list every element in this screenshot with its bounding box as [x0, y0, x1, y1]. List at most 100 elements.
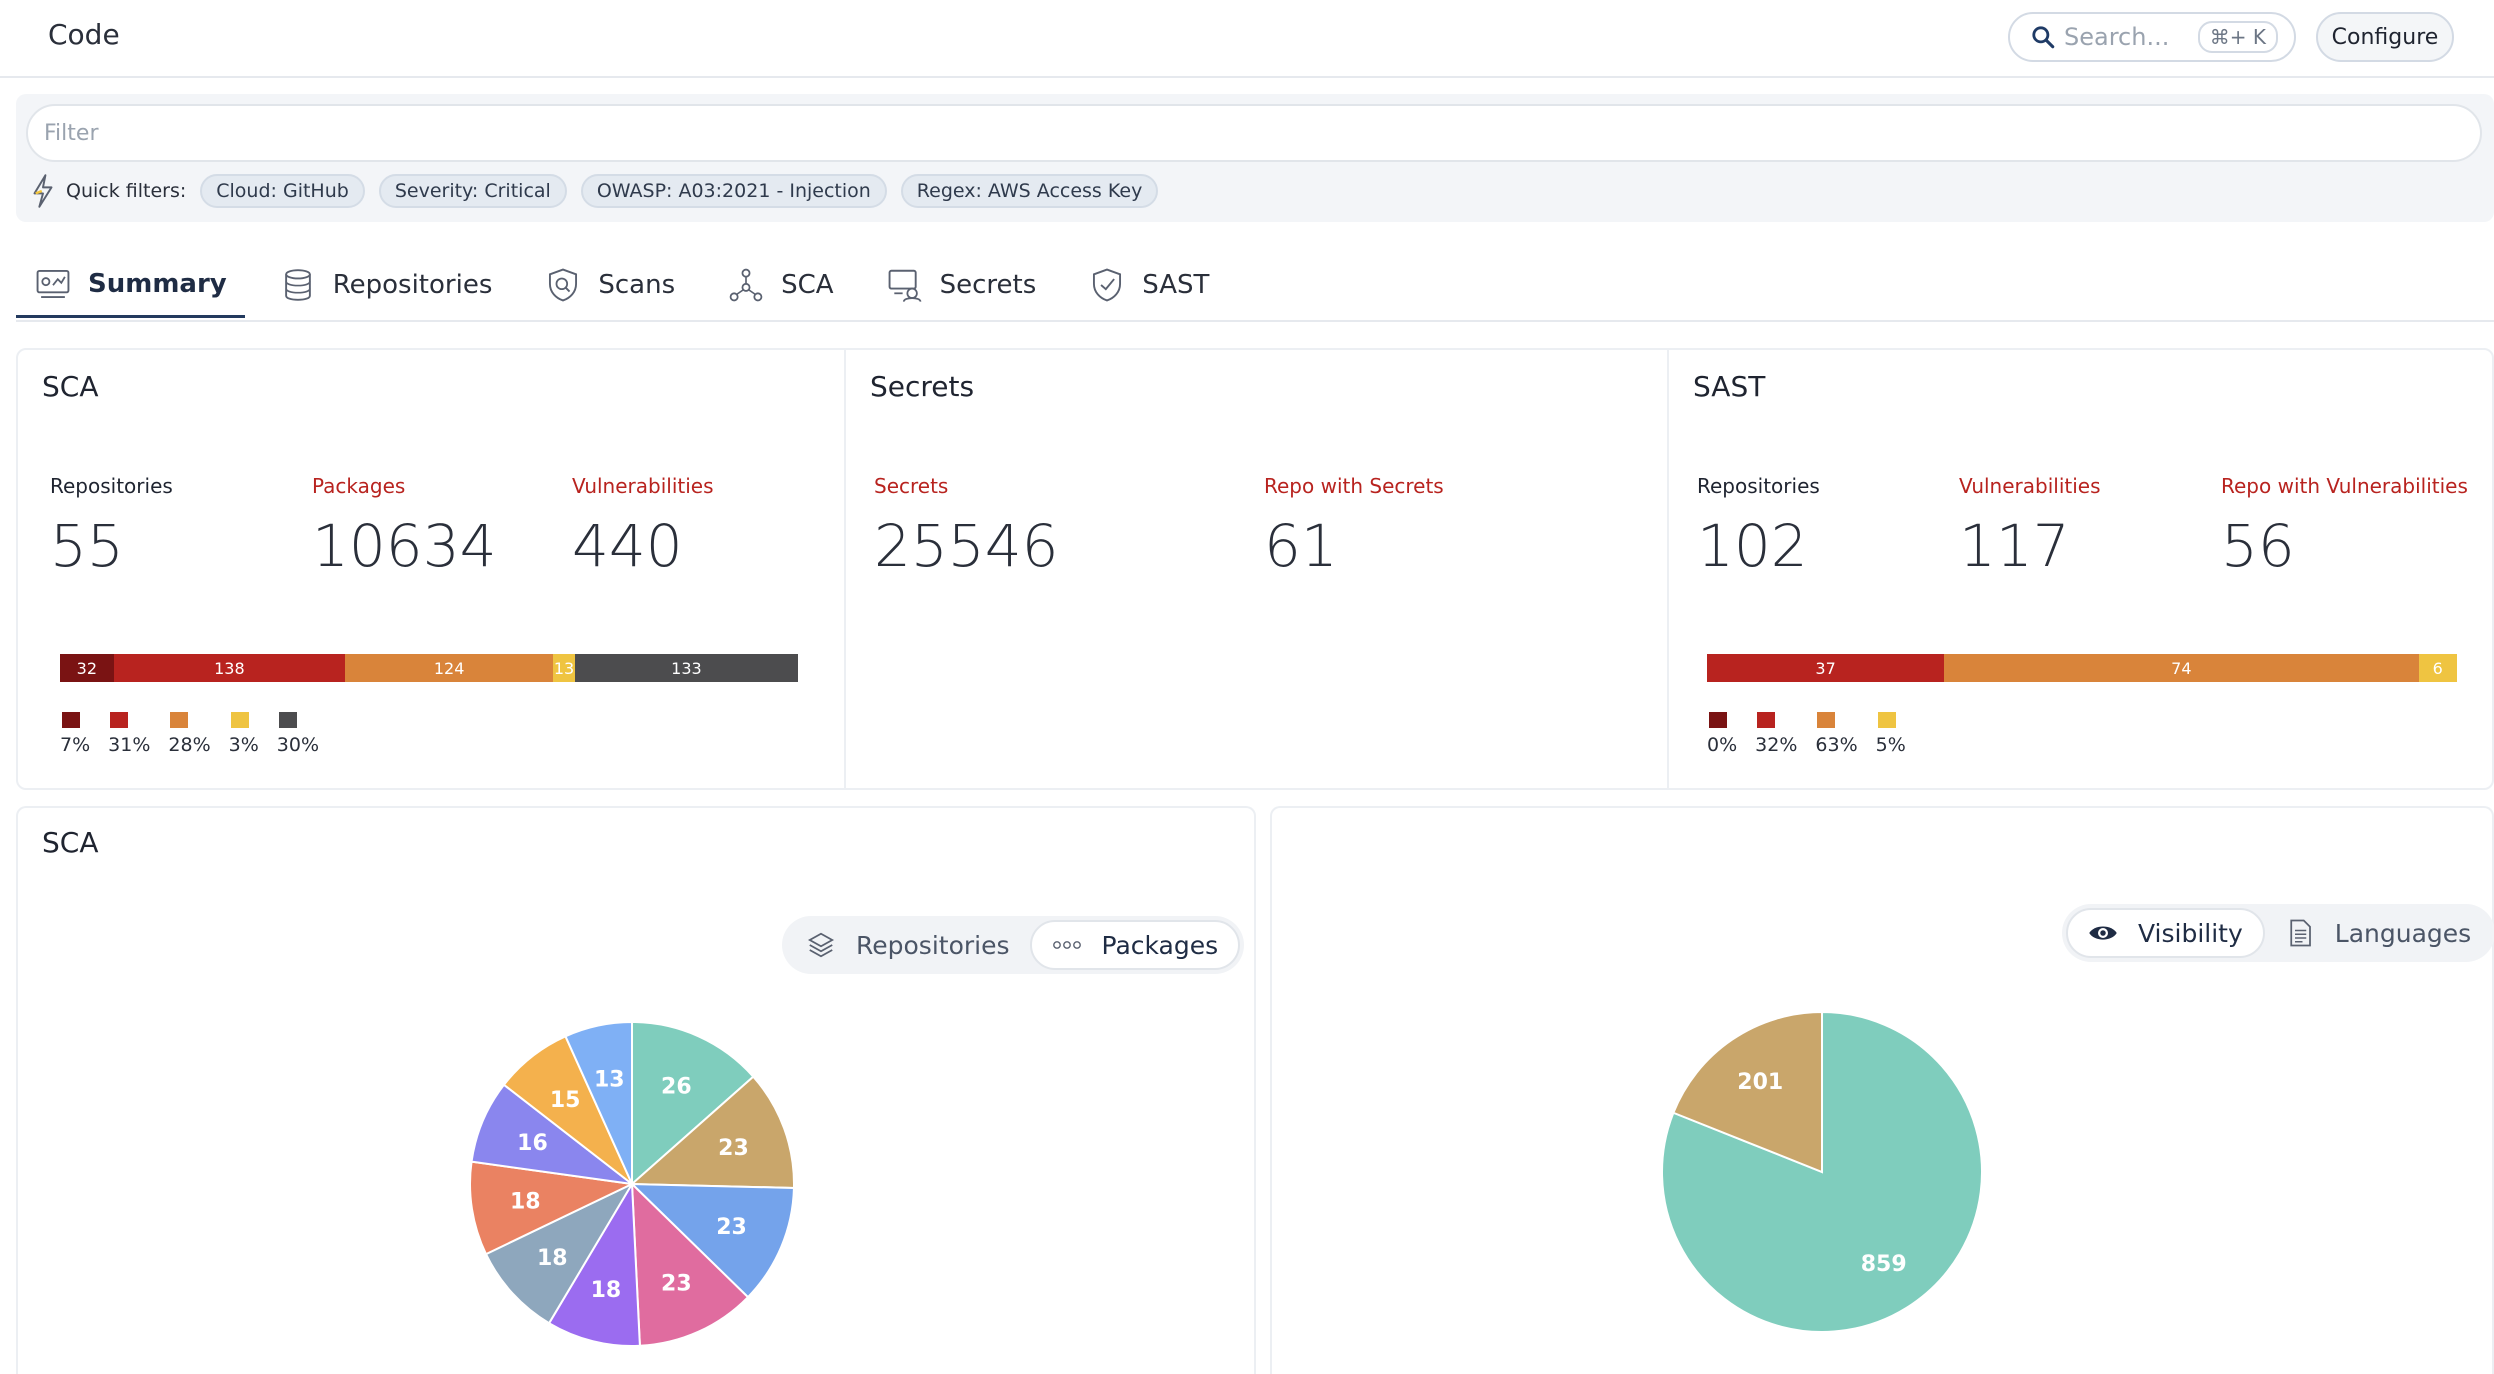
quick-filter-chip[interactable]: Regex: AWS Access Key [900, 174, 1159, 208]
stat-label: Vulnerabilities [1959, 474, 2101, 498]
legend-item: 63% [1815, 712, 1858, 756]
stat-value: 56 [2221, 512, 2295, 580]
slice-label: 18 [537, 1246, 568, 1271]
pie-slice[interactable] [469, 1160, 636, 1256]
quick-filter-chip[interactable]: Cloud: GitHub [200, 174, 365, 208]
toggle-packages[interactable]: Packages [1029, 920, 1241, 970]
tab-label: Secrets [939, 270, 1037, 300]
tab-sca[interactable]: SCA [709, 252, 851, 318]
tab-summary[interactable]: Summary [16, 252, 245, 318]
slice-label: 23 [718, 1136, 749, 1161]
legend-item: 31% [108, 712, 150, 756]
legend-swatch [278, 712, 297, 728]
legend-swatch [170, 712, 189, 728]
legend-percent: 7% [60, 734, 91, 756]
visibility-view-toggle: Visibility Languages [2062, 904, 2494, 962]
stat-label: Repositories [50, 474, 173, 498]
quick-filter-chip[interactable]: OWASP: A03:2021 - Injection [580, 174, 887, 208]
legend-percent: 32% [1755, 734, 1798, 756]
legend-percent: 5% [1875, 734, 1906, 756]
pie-slice[interactable] [484, 1181, 635, 1325]
stat-value: 55 [50, 512, 124, 580]
bar-segment: 133 [574, 654, 798, 682]
pie-slice[interactable] [631, 1020, 755, 1187]
legend-swatch [230, 712, 249, 728]
pie-slice[interactable] [564, 1020, 633, 1185]
bar-segment: 13 [553, 654, 575, 682]
tab-bar: Summary Repositories Scans SCA Secrets S… [16, 252, 1243, 320]
stat-label: Repositories [1697, 474, 1820, 498]
tab-repositories[interactable]: Repositories [261, 252, 511, 318]
lightning-icon [33, 174, 53, 208]
slice-label: 15 [550, 1088, 581, 1113]
page-title: Code [48, 18, 120, 51]
stat-label: Repo with Vulnerabilities [2221, 474, 2468, 498]
stat-vulnerabilities: Vulnerabilities 117 [1959, 474, 2101, 580]
card-title: Secrets [870, 370, 975, 403]
pie-slice[interactable] [547, 1180, 641, 1347]
stat-repositories: Repositories 55 [50, 474, 173, 580]
filter-input[interactable]: Filter [26, 104, 2482, 162]
stat-value: 440 [572, 512, 683, 580]
legend-item: 7% [60, 712, 90, 756]
toggle-visibility[interactable]: Visibility [2066, 908, 2265, 958]
tab-scans[interactable]: Scans [526, 252, 693, 318]
toggle-languages[interactable]: Languages [2265, 908, 2491, 958]
legend-swatch [1757, 712, 1776, 728]
chart-title: SCA [42, 826, 99, 859]
visibility-pie-chart: 859 201 [1661, 1010, 1983, 1333]
sast-card: SAST Repositories 102 Vulnerabilities 11… [1669, 350, 2492, 788]
secret-agent-icon [888, 269, 921, 302]
severity-legend: 7% 31% 28% 3% 30% [60, 712, 337, 756]
legend-swatch [1709, 712, 1727, 728]
stat-value: 102 [1697, 512, 1808, 580]
legend-swatch [110, 712, 129, 728]
search-placeholder[interactable]: Search... [2064, 23, 2170, 51]
toggle-repositories[interactable]: Repositories [786, 920, 1030, 970]
document-icon [2290, 919, 2311, 947]
severity-bar: 37 74 6 [1707, 654, 2457, 682]
configure-button[interactable]: Configure [2316, 12, 2454, 62]
stat-value: 61 [1264, 512, 1338, 580]
charts-row: SCA Repositories Packages 26 23 23 23 18 18 18… [16, 806, 2494, 1374]
quick-filter-chip[interactable]: Severity: Critical [378, 174, 567, 208]
tab-label: SCA [781, 270, 834, 300]
slice-label: 13 [594, 1067, 625, 1092]
tab-label: Summary [88, 268, 227, 299]
stat-label: Secrets [874, 474, 949, 498]
toggle-label: Repositories [856, 930, 1010, 960]
slice-label: 18 [510, 1190, 541, 1215]
legend-swatch [62, 712, 80, 728]
search-box[interactable]: Search... ⌘+ K [2008, 12, 2296, 62]
search-icon [2032, 26, 2055, 49]
stat-label: Packages [312, 474, 406, 498]
pie-slice[interactable] [629, 1182, 795, 1299]
database-icon [284, 269, 311, 301]
slice-label: 26 [661, 1075, 692, 1100]
bar-segment: 6 [2418, 654, 2457, 682]
stat-label: Vulnerabilities [572, 474, 714, 498]
layers-icon [807, 932, 835, 958]
sca-card: SCA Repositories 55 Packages 10634 Vulne… [18, 350, 846, 788]
slice-label: 201 [1737, 1070, 1783, 1095]
tab-sast[interactable]: SAST [1070, 252, 1227, 318]
visibility-chart-panel: Visibility Languages 859 201 [1270, 806, 2494, 1374]
legend-item: 3% [229, 712, 259, 756]
shield-check-icon [1093, 268, 1122, 302]
pie-slice[interactable] [630, 1181, 750, 1347]
pie-slice[interactable] [629, 1075, 795, 1189]
stat-label: Repo with Secrets [1264, 474, 1444, 498]
tabs-divider [16, 320, 2494, 322]
card-title: SCA [42, 370, 99, 403]
tab-label: Scans [598, 270, 676, 300]
severity-bar: 32 138 124 13 133 [60, 654, 798, 682]
tab-secrets[interactable]: Secrets [868, 252, 1055, 318]
legend-item: 30% [277, 712, 319, 756]
card-title: SAST [1693, 370, 1766, 403]
bar-segment: 74 [1944, 654, 2419, 682]
bar-segment: 32 [60, 654, 114, 682]
shield-scan-icon [549, 268, 578, 302]
dots-icon [1052, 941, 1081, 949]
stat-value: 25546 [874, 512, 1059, 580]
pie-slice[interactable] [1672, 1010, 1823, 1174]
